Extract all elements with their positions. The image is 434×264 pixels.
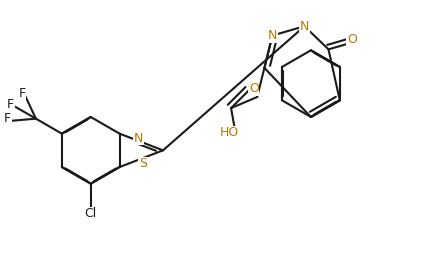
Text: F: F — [4, 112, 11, 125]
Text: N: N — [299, 20, 309, 33]
Text: N: N — [267, 29, 276, 42]
Text: N: N — [134, 131, 143, 144]
Text: HO: HO — [219, 126, 238, 139]
Text: F: F — [7, 98, 14, 111]
Text: S: S — [139, 157, 147, 170]
Text: O: O — [248, 82, 258, 95]
Text: F: F — [18, 87, 25, 101]
Text: Cl: Cl — [85, 207, 97, 220]
Text: O: O — [346, 33, 356, 46]
